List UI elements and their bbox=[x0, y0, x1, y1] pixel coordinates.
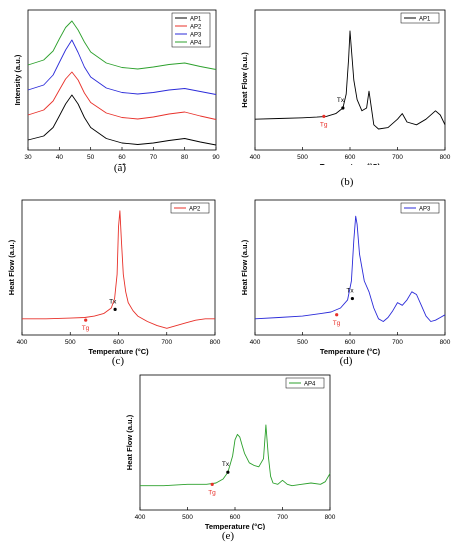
x-tick-label: 600 bbox=[230, 514, 241, 521]
annotation-tx: Tx bbox=[222, 461, 230, 468]
legend-label: AP3 bbox=[190, 33, 202, 39]
y-axis-label: Heat Flow (a.u.) bbox=[240, 52, 249, 108]
x-tick-label: 700 bbox=[392, 154, 403, 161]
x-tick-label: 400 bbox=[17, 339, 28, 346]
series-line-ap2 bbox=[22, 210, 215, 329]
annotation-tg: Tg bbox=[320, 121, 328, 128]
legend-box bbox=[170, 202, 210, 214]
x-tick-label: 70 bbox=[150, 154, 158, 161]
legend-label: AP2 bbox=[189, 207, 201, 213]
caption-d: (d) bbox=[339, 355, 353, 367]
x-tick-label: 600 bbox=[345, 154, 356, 161]
caption-e: (e) bbox=[221, 530, 235, 542]
y-axis-label: Heat Flow (a.u.) bbox=[125, 414, 134, 470]
x-axis-label: Temperature (°C) bbox=[320, 162, 381, 165]
x-tick-label: 50 bbox=[87, 154, 95, 161]
series-line-ap1 bbox=[27, 94, 217, 146]
marker-tg bbox=[210, 482, 214, 486]
dsc-chart-b: 400 500 600 700 800 Temperature (°C) Heat Flow… bbox=[240, 9, 451, 165]
x-tick-label: 800 bbox=[325, 514, 336, 521]
x-tick-label: 800 bbox=[440, 339, 451, 346]
x-tick-label: 500 bbox=[65, 339, 76, 346]
x-tick-label: 30 bbox=[24, 154, 32, 161]
legend-label: AP3 bbox=[419, 207, 431, 213]
x-tick-label: 500 bbox=[182, 514, 193, 521]
series-line-ap3 bbox=[27, 39, 217, 95]
x-tick-label: 80 bbox=[181, 154, 189, 161]
xrd-chart-a: 30 40 50 60 70 80 90 2θ Intensity (a.u.) AP1 AP2 AP… bbox=[13, 9, 220, 165]
legend-box bbox=[171, 12, 211, 48]
annotation-tg: Tg bbox=[82, 325, 90, 332]
series-line-ap1 bbox=[254, 30, 446, 130]
caption-c: (c) bbox=[111, 355, 125, 367]
series-line-ap2 bbox=[27, 71, 217, 120]
x-axis-label: Temperature (°C) bbox=[88, 347, 149, 356]
x-tick-label: 60 bbox=[118, 154, 126, 161]
x-tick-label: 500 bbox=[297, 154, 308, 161]
x-tick-label: 600 bbox=[113, 339, 124, 346]
dsc-chart-c: 400 500 600 700 800 Temperature (°C) Heat Flow… bbox=[7, 199, 221, 356]
marker-tg bbox=[335, 313, 339, 317]
x-axis-label: 2θ bbox=[118, 162, 126, 165]
legend-box bbox=[400, 12, 440, 24]
plot-frame bbox=[21, 199, 216, 336]
legend-label: AP1 bbox=[190, 17, 202, 23]
legend-box bbox=[285, 377, 325, 389]
x-tick-label: 700 bbox=[277, 514, 288, 521]
series-line-ap4 bbox=[140, 424, 331, 487]
annotation-tx: Tx bbox=[109, 298, 117, 305]
series-line-ap3 bbox=[254, 215, 446, 322]
annotation-tg: Tg bbox=[208, 489, 216, 496]
x-tick-label: 40 bbox=[56, 154, 64, 161]
x-axis-label: Temperature (°C) bbox=[205, 522, 266, 530]
y-axis-label: Heat Flow (a.u.) bbox=[240, 239, 249, 295]
marker-tx bbox=[113, 307, 117, 311]
caption-b: (b) bbox=[340, 176, 354, 188]
plot-frame bbox=[254, 199, 446, 336]
marker-tg bbox=[84, 318, 88, 322]
x-tick-label: 800 bbox=[210, 339, 221, 346]
legend-label: AP4 bbox=[190, 41, 202, 47]
annotation-tg: Tg bbox=[333, 320, 341, 327]
dsc-chart-e: 400 500 600 700 800 Temperature (°C) Heat Flow… bbox=[125, 374, 336, 530]
series-line-ap4 bbox=[27, 20, 217, 70]
legend-label: AP4 bbox=[304, 382, 316, 388]
legend-label: AP2 bbox=[190, 25, 202, 31]
x-tick-label: 600 bbox=[345, 339, 356, 346]
y-axis-label: Intensity (a.u.) bbox=[13, 54, 22, 105]
x-tick-label: 700 bbox=[392, 339, 403, 346]
caption-a: (a) bbox=[113, 162, 127, 174]
marker-tg bbox=[322, 114, 326, 118]
legend-label: AP1 bbox=[419, 17, 431, 23]
x-tick-label: 700 bbox=[161, 339, 172, 346]
legend-box bbox=[400, 202, 440, 214]
x-tick-label: 90 bbox=[212, 154, 220, 161]
x-tick-label: 500 bbox=[297, 339, 308, 346]
annotation-tx: Tx bbox=[337, 97, 345, 104]
x-tick-label: 400 bbox=[135, 514, 146, 521]
x-tick-label: 400 bbox=[250, 339, 261, 346]
x-tick-label: 400 bbox=[250, 154, 261, 161]
annotation-tx: Tx bbox=[346, 288, 354, 295]
dsc-chart-d: 400 500 600 700 800 Temperature (°C) Heat Flow… bbox=[240, 199, 451, 356]
marker-tx bbox=[226, 470, 230, 474]
y-axis-label: Heat Flow (a.u.) bbox=[7, 239, 16, 295]
x-tick-label: 800 bbox=[440, 154, 451, 161]
x-axis-label: Temperature (°C) bbox=[320, 347, 381, 356]
marker-tx bbox=[341, 106, 345, 110]
marker-tx bbox=[350, 296, 354, 301]
